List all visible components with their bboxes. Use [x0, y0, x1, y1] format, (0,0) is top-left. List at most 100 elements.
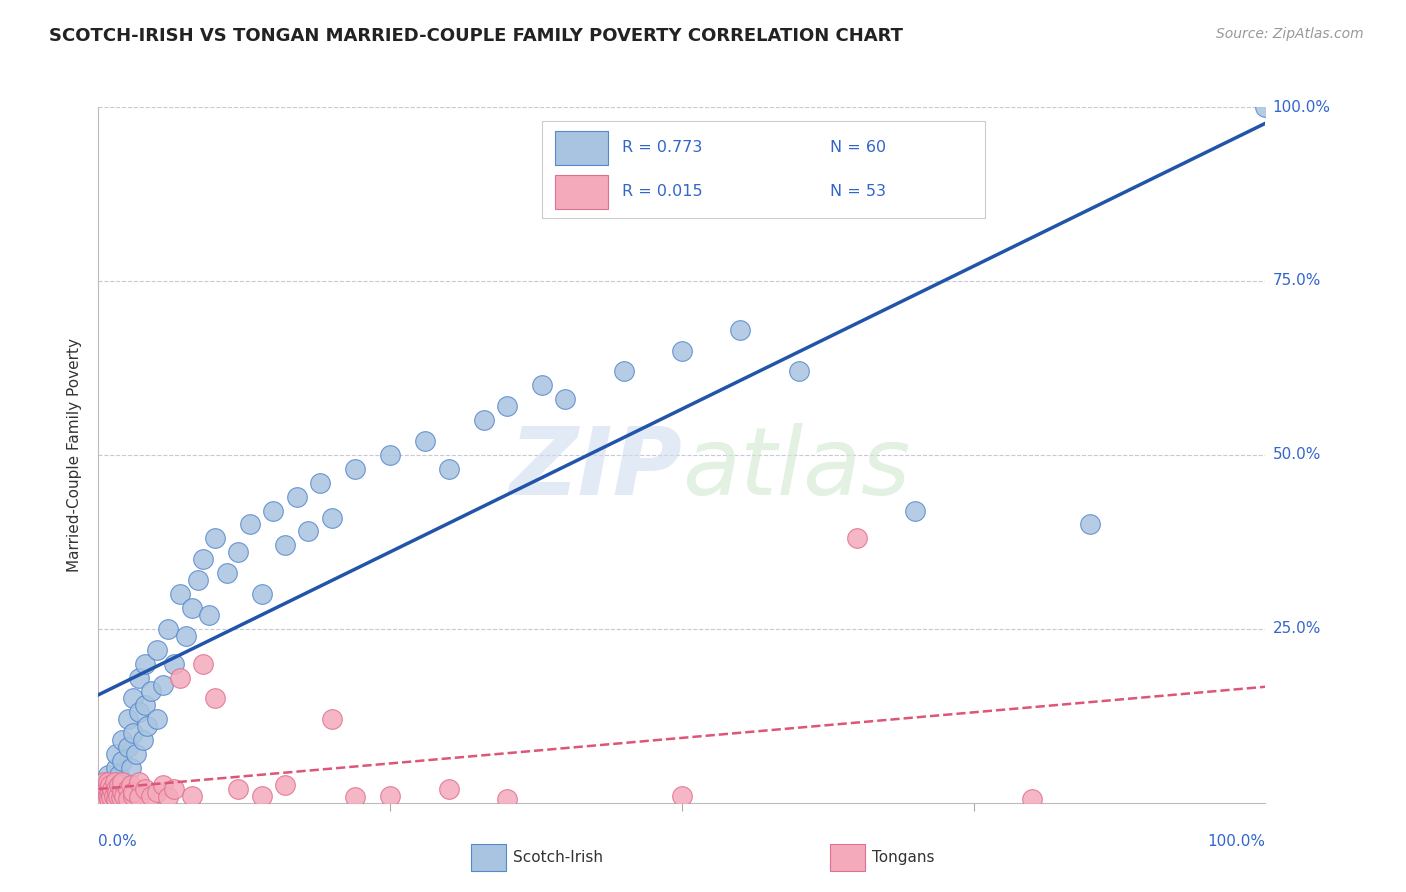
Point — [554, 392, 576, 407]
Text: 75.0%: 75.0% — [1272, 274, 1320, 288]
Point — [146, 712, 169, 726]
Text: Source: ZipAtlas.com: Source: ZipAtlas.com — [1216, 27, 1364, 41]
Point — [104, 792, 127, 806]
Point — [472, 413, 495, 427]
Point — [110, 790, 132, 805]
Point — [122, 785, 145, 799]
Point — [128, 790, 150, 805]
Point — [250, 587, 273, 601]
Point — [204, 532, 226, 546]
Point — [104, 781, 127, 796]
Point — [120, 761, 142, 775]
Point — [671, 789, 693, 803]
Point — [262, 503, 284, 517]
Point — [136, 719, 159, 733]
Point — [157, 622, 180, 636]
Text: 100.0%: 100.0% — [1272, 100, 1330, 114]
Point — [97, 792, 120, 806]
Point — [128, 775, 150, 789]
Point — [163, 657, 186, 671]
Point — [122, 726, 145, 740]
Point — [98, 789, 121, 803]
Point — [117, 740, 139, 755]
Point — [128, 706, 150, 720]
Point — [117, 792, 139, 806]
Point — [239, 517, 262, 532]
Point — [198, 607, 221, 622]
Point — [104, 761, 127, 775]
Point — [111, 754, 134, 768]
Point — [215, 566, 238, 581]
Point — [98, 785, 121, 799]
Point — [139, 684, 162, 698]
Point — [103, 789, 125, 803]
Point — [1080, 517, 1102, 532]
Point — [193, 552, 215, 566]
Point — [111, 775, 134, 789]
Point — [97, 768, 120, 782]
Point — [204, 691, 226, 706]
Point — [108, 768, 131, 782]
Point — [128, 671, 150, 685]
Point — [146, 642, 169, 657]
Point — [378, 789, 402, 803]
Point — [108, 778, 131, 792]
Point — [111, 785, 134, 799]
Text: atlas: atlas — [682, 424, 910, 515]
Point — [180, 789, 202, 803]
Point — [134, 657, 156, 671]
Point — [134, 781, 156, 796]
Point — [321, 712, 343, 726]
Text: Scotch-Irish: Scotch-Irish — [513, 850, 603, 864]
Point — [100, 790, 122, 805]
Point — [274, 778, 297, 792]
Point — [146, 785, 169, 799]
Point — [91, 792, 114, 806]
Point — [93, 781, 115, 796]
Point — [122, 789, 145, 803]
Point — [101, 775, 124, 789]
Point — [437, 462, 460, 476]
Point — [107, 789, 129, 803]
Point — [93, 785, 115, 799]
Point — [904, 503, 927, 517]
Point — [378, 448, 402, 462]
Point — [730, 323, 752, 337]
Point — [112, 789, 135, 803]
Point — [787, 364, 810, 378]
Point — [152, 677, 174, 691]
Point — [612, 364, 634, 378]
Point — [413, 434, 436, 448]
Point — [117, 712, 139, 726]
Text: ZIP: ZIP — [509, 423, 682, 515]
Point — [122, 691, 145, 706]
Point — [169, 587, 191, 601]
Point — [94, 790, 117, 805]
Point — [152, 778, 174, 792]
Point — [344, 462, 367, 476]
Point — [104, 775, 127, 789]
Point — [134, 698, 156, 713]
Point — [671, 343, 693, 358]
Point — [174, 629, 197, 643]
Point — [187, 573, 209, 587]
Point — [228, 545, 250, 559]
Point — [96, 781, 118, 796]
Point — [297, 524, 319, 539]
Point — [105, 785, 128, 799]
Point — [157, 790, 180, 805]
Point — [437, 781, 460, 796]
Point — [169, 671, 191, 685]
Point — [180, 601, 202, 615]
Point — [274, 538, 297, 552]
Point — [228, 781, 250, 796]
Point — [1254, 100, 1277, 114]
Text: SCOTCH-IRISH VS TONGAN MARRIED-COUPLE FAMILY POVERTY CORRELATION CHART: SCOTCH-IRISH VS TONGAN MARRIED-COUPLE FA… — [49, 27, 903, 45]
Point — [495, 399, 517, 413]
Point — [98, 778, 121, 792]
Text: 50.0%: 50.0% — [1272, 448, 1320, 462]
Point — [344, 790, 367, 805]
Point — [163, 781, 186, 796]
Point — [112, 775, 135, 789]
Y-axis label: Married-Couple Family Poverty: Married-Couple Family Poverty — [67, 338, 83, 572]
